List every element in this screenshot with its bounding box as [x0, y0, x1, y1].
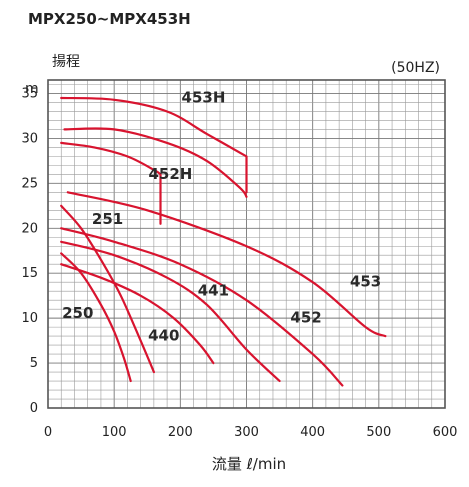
y-tick-label: 0: [30, 401, 38, 416]
x-tick-label: 400: [300, 425, 325, 440]
x-tick-label: 100: [102, 425, 127, 440]
x-tick-label: 300: [234, 425, 259, 440]
y-axis-ticks: 0 5 10 15 20 25 30 35: [21, 86, 38, 416]
curve-453: [66, 191, 387, 338]
curve-labels: 250 251 440 441 452 453 452H 453H: [62, 88, 381, 344]
curve-441: [60, 240, 281, 383]
x-tick-label: 200: [168, 425, 193, 440]
y-tick-label: 10: [21, 311, 38, 326]
curve-label-452h: 452H: [148, 165, 192, 183]
curve-label-453: 453: [350, 273, 381, 291]
y-tick-label: 30: [21, 131, 38, 146]
curve-452h: [60, 141, 162, 225]
curve-452: [60, 227, 344, 387]
curve-label-452: 452: [290, 309, 321, 327]
curve-440: [60, 263, 215, 365]
y-tick-label: 5: [30, 356, 38, 371]
y-tick-label: 20: [21, 221, 38, 236]
curve-251: [60, 204, 155, 374]
x-tick-label: 600: [433, 425, 458, 440]
x-tick-label: 500: [366, 425, 391, 440]
curve-label-441: 441: [198, 282, 229, 300]
y-tick-label: 15: [21, 266, 38, 281]
y-axis-label: 揚程: [52, 53, 80, 70]
performance-curves: [60, 96, 387, 387]
curve-label-250: 250: [62, 304, 93, 322]
y-axis-unit: m: [25, 81, 39, 97]
curve-label-440: 440: [148, 327, 179, 345]
plot-frame: [47, 79, 446, 409]
y-tick-label: 25: [21, 176, 38, 191]
chart-title: MPX250~MPX453H: [28, 10, 191, 28]
curve-label-251: 251: [92, 210, 123, 228]
x-tick-label: 0: [44, 425, 52, 440]
curve-453h: [60, 96, 248, 194]
curve-453h: [63, 127, 248, 198]
curve-label-453h: 453H: [182, 88, 226, 106]
x-axis-ticks: 0 100 200 300 400 500 600: [44, 425, 458, 440]
x-axis-label: 流量 ℓ/min: [212, 455, 286, 473]
frequency-note: (50HZ): [391, 60, 440, 76]
y-tick-label: 35: [21, 86, 38, 101]
